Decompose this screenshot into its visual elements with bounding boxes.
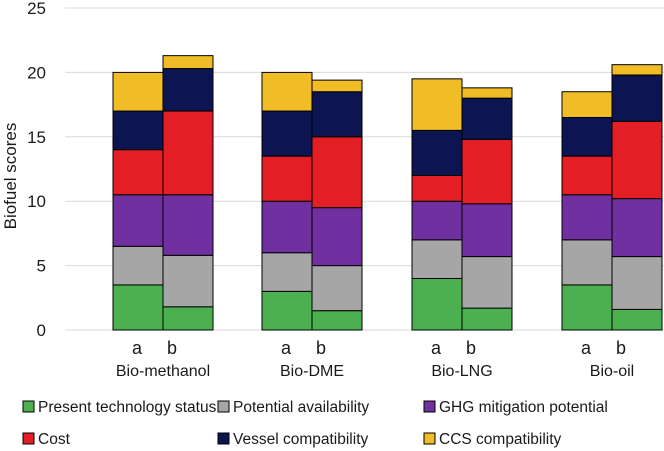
legend-label-potential-availability: Potential availability — [233, 399, 369, 416]
bar-segment-bio-lng-a-ghg-mitigation-potential — [411, 200, 463, 241]
legend-swatch-present-technology-status — [22, 400, 35, 413]
legend-swatch-ghg-mitigation-potential — [423, 400, 436, 413]
bar-segment-bio-lng-b-ccs-compatibility — [461, 87, 513, 99]
bar-segment-bio-dme-b-potential-availability — [311, 265, 363, 312]
bar-segment-bio-lng-b-ghg-mitigation-potential — [461, 203, 513, 258]
bar-segment-bio-oil-a-potential-availability — [561, 239, 613, 286]
y-tick-label: 25 — [27, 0, 46, 18]
x-sublabel: b — [167, 338, 177, 358]
bar-segment-bio-dme-a-ccs-compatibility — [261, 71, 313, 112]
legend-label-vessel-compatibility: Vessel compatibility — [233, 431, 369, 448]
bar-segment-bio-lng-b-vessel-compatibility — [461, 97, 513, 140]
x-group-label-bio-methanol: Bio-methanol — [116, 363, 210, 380]
x-sublabel: b — [466, 338, 476, 358]
x-group-label-bio-oil: Bio-oil — [590, 363, 634, 380]
bar-segment-bio-lng-a-ccs-compatibility — [411, 78, 463, 131]
x-sublabel: a — [132, 338, 143, 358]
bar-segment-bio-methanol-b-ccs-compatibility — [162, 55, 214, 70]
bar-segment-bio-oil-b-potential-availability — [611, 256, 663, 310]
x-sublabel: b — [316, 338, 326, 358]
bar-segment-bio-oil-b-ccs-compatibility — [611, 64, 663, 76]
bar-segment-bio-dme-b-vessel-compatibility — [311, 91, 363, 138]
x-axis-labels: a b a b a b a b Bio-methanol Bio-DME Bio-LNG Bio-oi… — [116, 338, 634, 380]
bar-segment-bio-dme-b-ghg-mitigation-potential — [311, 207, 363, 267]
bar-segment-bio-methanol-b-cost — [162, 110, 214, 196]
x-sublabel: a — [281, 338, 292, 358]
bar-segment-bio-oil-b-present-technology-status — [611, 308, 663, 331]
legend-swatch-potential-availability — [217, 400, 230, 413]
bar-segment-bio-methanol-a-ccs-compatibility — [112, 71, 164, 112]
bar-segment-bio-methanol-a-ghg-mitigation-potential — [112, 194, 164, 247]
bar-segment-bio-methanol-b-potential-availability — [162, 254, 214, 308]
bar-segment-bio-lng-a-present-technology-status — [411, 277, 463, 331]
y-axis-ticks: 0 5 10 15 20 25 — [27, 0, 46, 340]
bar-segment-bio-dme-b-present-technology-status — [311, 310, 363, 331]
y-tick-label: 15 — [27, 128, 46, 147]
bar-segment-bio-oil-a-ccs-compatibility — [561, 91, 613, 118]
legend-swatch-ccs-compatibility — [423, 432, 436, 445]
y-axis-label: Biofuel scores — [1, 123, 20, 230]
bar-segment-bio-lng-b-potential-availability — [461, 256, 513, 309]
y-tick-label: 20 — [27, 63, 46, 82]
y-tick-label: 0 — [37, 321, 46, 340]
x-sublabel: a — [581, 338, 592, 358]
y-tick-label: 10 — [27, 192, 46, 211]
bar-segment-bio-oil-b-ghg-mitigation-potential — [611, 198, 663, 258]
bar-segment-bio-dme-a-cost — [261, 155, 313, 202]
bar-segment-bio-dme-a-vessel-compatibility — [261, 110, 313, 157]
legend-label-cost: Cost — [38, 431, 71, 448]
bar-segment-bio-methanol-a-potential-availability — [112, 245, 164, 286]
bar-segment-bio-lng-a-vessel-compatibility — [411, 129, 463, 176]
bar-segment-bio-oil-a-present-technology-status — [561, 284, 613, 331]
legend: Present technology status Potential avail… — [22, 399, 608, 448]
bar-segment-bio-dme-a-present-technology-status — [261, 290, 313, 331]
x-group-label-bio-lng: Bio-LNG — [431, 363, 492, 380]
bar-segment-bio-oil-a-vessel-compatibility — [561, 116, 613, 157]
bar-segment-bio-dme-a-ghg-mitigation-potential — [261, 200, 313, 254]
x-sublabel: b — [616, 338, 626, 358]
legend-label-ghg-mitigation-potential: GHG mitigation potential — [439, 399, 608, 416]
bar-segment-bio-lng-b-cost — [461, 138, 513, 205]
bar-segment-bio-methanol-b-vessel-compatibility — [162, 68, 214, 112]
bars — [112, 55, 663, 331]
bar-segment-bio-methanol-b-ghg-mitigation-potential — [162, 194, 214, 256]
legend-swatch-vessel-compatibility — [217, 432, 230, 445]
bar-segment-bio-oil-b-cost — [611, 120, 663, 200]
legend-label-present-technology-status: Present technology status — [38, 399, 217, 416]
bar-segment-bio-methanol-a-present-technology-status — [112, 284, 164, 331]
bar-segment-bio-lng-a-cost — [411, 174, 463, 202]
bar-segment-bio-lng-a-potential-availability — [411, 239, 463, 279]
legend-swatch-cost — [22, 432, 35, 445]
bar-segment-bio-oil-a-cost — [561, 155, 613, 196]
bar-segment-bio-oil-b-vessel-compatibility — [611, 74, 663, 122]
bar-segment-bio-lng-b-present-technology-status — [461, 307, 513, 331]
bar-segment-bio-methanol-a-cost — [112, 149, 164, 196]
bar-segment-bio-dme-a-potential-availability — [261, 252, 313, 292]
y-tick-label: 5 — [37, 257, 46, 276]
x-group-label-bio-dme: Bio-DME — [280, 363, 344, 380]
bar-segment-bio-methanol-a-vessel-compatibility — [112, 110, 164, 151]
x-sublabel: a — [431, 338, 442, 358]
bar-segment-bio-dme-b-ccs-compatibility — [311, 79, 363, 93]
bar-segment-bio-dme-b-cost — [311, 136, 363, 209]
bar-segment-bio-methanol-b-present-technology-status — [162, 306, 214, 331]
legend-label-ccs-compatibility: CCS compatibility — [439, 431, 562, 448]
bar-segment-bio-oil-a-ghg-mitigation-potential — [561, 194, 613, 241]
